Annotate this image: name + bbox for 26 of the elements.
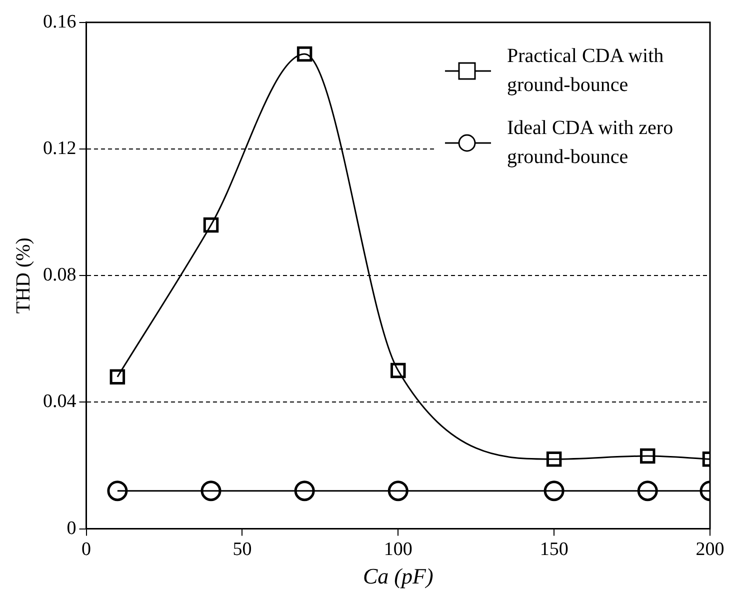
- y-tick-label: 0: [66, 518, 76, 539]
- legend-label: Ideal CDA with zero ground-bounce: [507, 116, 674, 170]
- x-tick-label: 50: [232, 539, 252, 560]
- point: [640, 448, 656, 464]
- point: [294, 480, 315, 502]
- point: [203, 217, 219, 233]
- point: [107, 480, 128, 502]
- point: [637, 480, 658, 502]
- point: [110, 369, 126, 384]
- x-tick-label: 0: [82, 539, 91, 560]
- y-tick-label: 0.12: [43, 138, 76, 159]
- point: [388, 480, 408, 502]
- point: [296, 46, 312, 62]
- x-axis-title: Ca (pF): [362, 564, 434, 589]
- point: [546, 452, 562, 467]
- x-tick-label: 200: [696, 539, 724, 560]
- y-tick-label: 0.04: [43, 391, 77, 412]
- x-tick-label: 100: [384, 539, 412, 560]
- x-tick-label: 150: [540, 539, 568, 560]
- point: [390, 362, 406, 378]
- y-axis-title: THD (%): [12, 238, 34, 314]
- point: [544, 480, 564, 502]
- y-tick-label: 0.16: [43, 11, 76, 32]
- y-tick-label: 0.08: [43, 264, 76, 286]
- legend-label: Practical CDA with ground-bounce: [507, 44, 665, 98]
- point: [200, 480, 222, 502]
